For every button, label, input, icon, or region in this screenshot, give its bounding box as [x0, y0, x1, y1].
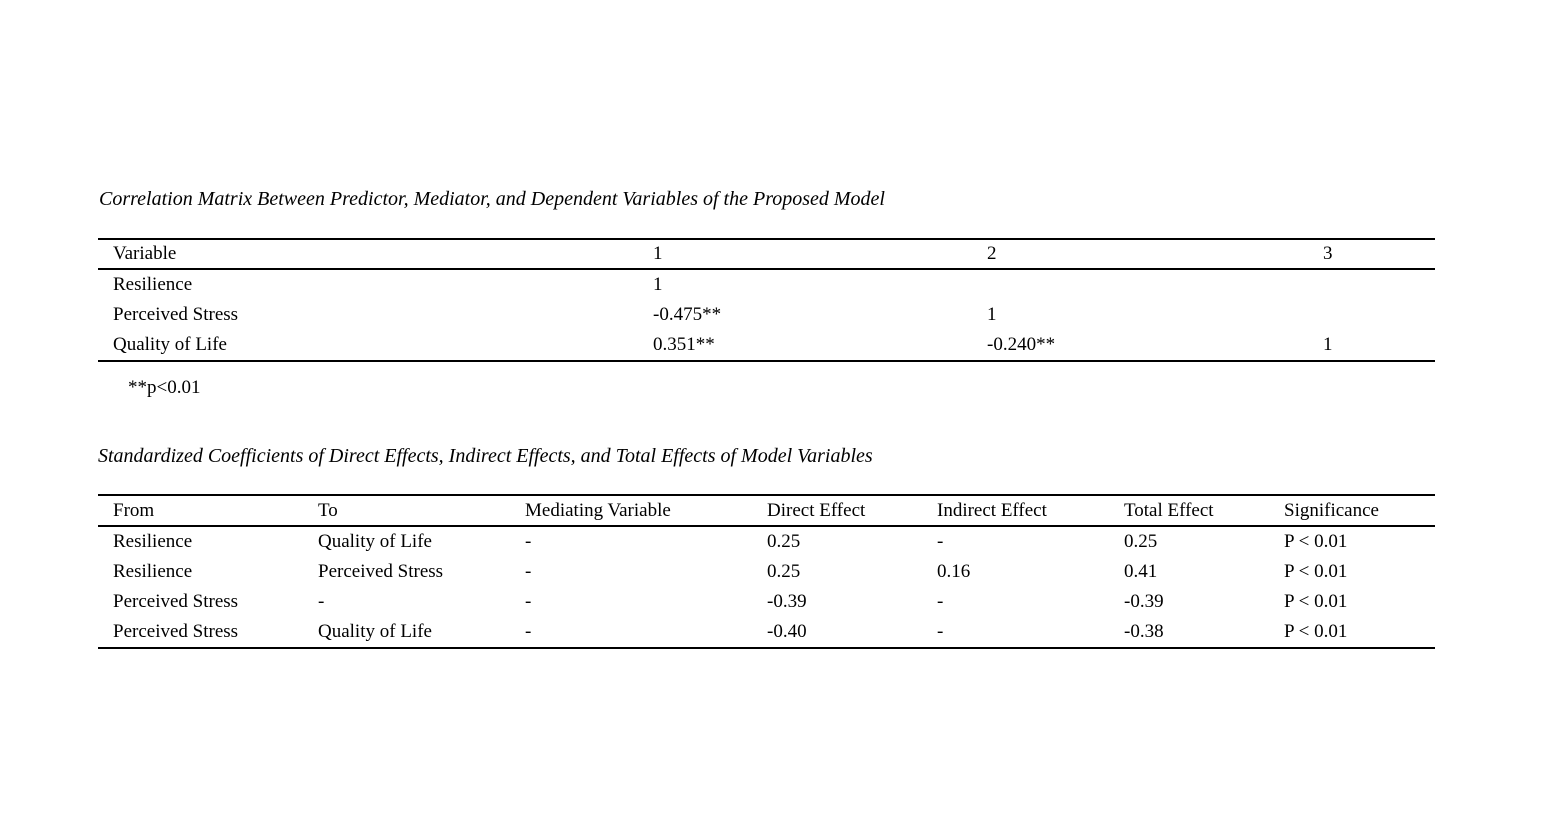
table-cell: Resilience: [113, 274, 193, 295]
table-cell: -: [937, 531, 944, 552]
table-cell: -: [318, 591, 325, 612]
table-cell: 0.25: [767, 531, 801, 552]
table-cell: [1323, 300, 1435, 330]
table-header-row: Variable 1 2 3: [98, 239, 1435, 269]
table-header-row: From To Mediating Variable Direct Effect…: [98, 495, 1435, 526]
table-row: Resilience Quality of Life - 0.25 - 0.25…: [98, 526, 1435, 557]
table-cell: [987, 269, 1323, 300]
table-cell: 1: [1323, 334, 1333, 355]
column-header: Direct Effect: [767, 499, 866, 521]
table-cell: -: [937, 621, 944, 642]
table-cell: Perceived Stress: [318, 561, 444, 582]
table-row: Resilience 1: [98, 269, 1435, 300]
table-cell: 1: [987, 304, 997, 325]
table-cell: -0.38: [1124, 621, 1164, 642]
table-cell: -: [937, 591, 944, 612]
column-header: Variable: [113, 243, 177, 264]
table-cell: Quality of Life: [113, 334, 227, 355]
table-cell: Perceived Stress: [113, 304, 239, 325]
table-cell: 0.351**: [653, 334, 715, 355]
table-cell: 1: [653, 274, 663, 295]
table-row: Resilience Perceived Stress - 0.25 0.16 …: [98, 557, 1435, 587]
table-cell: Quality of Life: [318, 531, 432, 552]
table-cell: Resilience: [113, 531, 193, 552]
table-cell: -: [525, 591, 532, 612]
table-cell: P < 0.01: [1284, 621, 1348, 642]
correlation-table-caption: Correlation Matrix Between Predictor, Me…: [99, 188, 885, 210]
table-cell: P < 0.01: [1284, 561, 1348, 582]
table-cell: 0.41: [1124, 561, 1158, 582]
column-header: To: [318, 499, 338, 521]
table-row: Perceived Stress Quality of Life - -0.40…: [98, 617, 1435, 648]
table-cell: -: [525, 531, 532, 552]
table-cell: -0.240**: [987, 334, 1056, 355]
table-cell: P < 0.01: [1284, 591, 1348, 612]
table-row: Perceived Stress -0.475** 1: [98, 300, 1435, 330]
table-cell: Perceived Stress: [113, 591, 239, 612]
column-header: Indirect Effect: [937, 499, 1047, 521]
column-header: 1: [653, 243, 663, 264]
correlation-table: Variable 1 2 3 Resilience 1 Perceived St…: [98, 238, 1435, 362]
column-header: 2: [987, 243, 997, 264]
column-header: Mediating Variable: [525, 499, 671, 521]
column-header: Significance: [1284, 499, 1379, 521]
table-cell: -0.40: [767, 621, 807, 642]
table-cell: Resilience: [113, 561, 193, 582]
table-cell: -0.39: [767, 591, 807, 612]
table-cell: Perceived Stress: [113, 621, 239, 642]
table-cell: -: [525, 561, 532, 582]
table-row: Quality of Life 0.351** -0.240** 1: [98, 330, 1435, 361]
table-cell: [1323, 269, 1435, 300]
effects-table-caption: Standardized Coefficients of Direct Effe…: [98, 445, 873, 467]
column-header: 3: [1323, 243, 1333, 264]
table-cell: -0.475**: [653, 304, 722, 325]
significance-footnote: **p<0.01: [128, 377, 201, 398]
table-cell: 0.16: [937, 561, 971, 582]
table-cell: -: [525, 621, 532, 642]
table-cell: 0.25: [1124, 531, 1158, 552]
column-header: From: [113, 499, 155, 521]
table-cell: 0.25: [767, 561, 801, 582]
table-cell: Quality of Life: [318, 621, 432, 642]
table-cell: P < 0.01: [1284, 531, 1348, 552]
table-row: Perceived Stress - - -0.39 - -0.39 P < 0…: [98, 587, 1435, 617]
column-header: Total Effect: [1124, 499, 1214, 521]
effects-table: From To Mediating Variable Direct Effect…: [98, 494, 1435, 649]
table-cell: -0.39: [1124, 591, 1164, 612]
